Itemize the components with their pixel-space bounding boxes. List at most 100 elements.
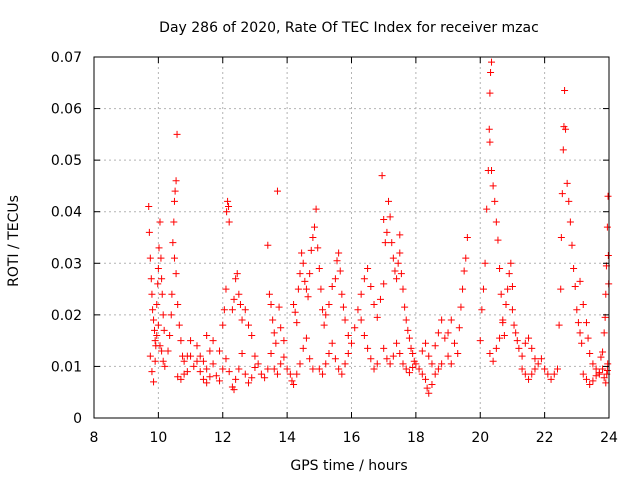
data-point-marker: [307, 246, 315, 254]
data-point-marker: [568, 241, 576, 249]
data-point-marker: [293, 370, 301, 378]
data-point-marker: [203, 365, 211, 373]
data-point-marker: [310, 223, 318, 231]
data-point-marker: [302, 334, 310, 342]
data-point-marker: [299, 344, 307, 352]
data-point-marker: [602, 290, 610, 298]
data-point-marker: [386, 360, 394, 368]
data-point-marker: [273, 187, 281, 195]
data-point-marker: [251, 352, 259, 360]
data-point-marker: [561, 87, 569, 95]
data-point-marker: [265, 290, 273, 298]
data-point-marker: [275, 303, 283, 311]
data-point-marker: [203, 331, 211, 339]
data-point-marker: [341, 360, 349, 368]
data-point-marker: [320, 321, 328, 329]
data-point-marker: [251, 363, 259, 371]
data-point-marker: [177, 337, 185, 345]
data-point-marker: [389, 352, 397, 360]
data-point-marker: [599, 365, 607, 373]
data-point-marker: [496, 334, 504, 342]
data-point-marker: [544, 370, 552, 378]
data-point-marker: [479, 285, 487, 293]
data-point-marker: [512, 329, 520, 337]
data-point-marker: [444, 329, 452, 337]
data-point-marker: [145, 203, 153, 211]
data-point-marker: [277, 360, 285, 368]
data-point-marker: [586, 350, 594, 358]
data-point-marker: [376, 295, 384, 303]
axis-ticks: 8 10 12 14 16 18 20 22 24 0 0.01 0.02 0.03 0.04 0.05 0.…: [51, 50, 618, 446]
data-point-marker: [291, 308, 299, 316]
data-point-marker: [428, 380, 436, 388]
x-tick-label: 16: [343, 430, 361, 446]
data-point-marker: [306, 270, 314, 278]
data-point-marker: [488, 58, 496, 66]
data-point-marker: [370, 365, 378, 373]
data-point-marker: [145, 228, 153, 236]
data-point-marker: [409, 363, 417, 371]
data-point-marker: [294, 285, 302, 293]
data-point-marker: [187, 337, 195, 345]
data-point-marker: [562, 125, 570, 133]
data-point-marker: [212, 372, 220, 380]
data-point-marker: [306, 355, 314, 363]
data-point-marker: [396, 249, 404, 257]
data-point-marker: [238, 316, 246, 324]
data-point-marker: [541, 365, 549, 373]
data-point-marker: [566, 218, 574, 226]
data-point-marker: [364, 264, 372, 272]
data-point-marker: [600, 329, 608, 337]
data-point-marker: [154, 280, 162, 288]
data-point-marker: [153, 301, 161, 309]
data-point-marker: [235, 365, 243, 373]
data-point-marker: [254, 360, 262, 368]
data-point-marker: [290, 301, 298, 309]
data-point-marker: [373, 313, 381, 321]
data-point-marker: [380, 280, 388, 288]
y-tick-label: 0.07: [51, 50, 82, 66]
data-point-marker: [280, 353, 288, 361]
data-point-marker: [604, 192, 612, 200]
data-point-marker: [172, 270, 180, 278]
data-point-marker: [554, 365, 561, 373]
data-point-marker: [264, 365, 272, 373]
data-point-marker: [558, 190, 566, 198]
data-point-marker: [492, 344, 500, 352]
data-point-marker: [196, 352, 204, 360]
data-point-marker: [206, 347, 214, 355]
data-point-marker: [156, 218, 164, 226]
data-point-marker: [241, 306, 249, 314]
data-point-marker: [322, 311, 330, 319]
data-point-marker: [238, 350, 246, 358]
data-point-marker: [401, 303, 409, 311]
data-point-marker: [257, 370, 265, 378]
data-point-marker: [148, 290, 156, 298]
data-point-marker: [190, 362, 198, 370]
data-point-marker: [486, 138, 494, 146]
data-point-marker: [396, 350, 404, 358]
y-tick-label: 0.06: [51, 102, 82, 118]
data-point-marker: [425, 389, 433, 397]
data-point-marker: [487, 68, 495, 76]
data-point-marker: [223, 208, 231, 216]
data-point-marker: [492, 218, 500, 226]
data-point-marker: [602, 379, 610, 387]
data-point-marker: [603, 367, 611, 375]
data-point-marker: [339, 303, 347, 311]
data-point-marker: [148, 368, 156, 376]
data-point-marker: [573, 306, 581, 314]
data-point-marker: [478, 306, 486, 314]
data-point-marker: [557, 234, 565, 241]
data-point-marker: [203, 379, 211, 387]
data-point-marker: [381, 239, 389, 247]
data-point-marker: [154, 321, 162, 329]
data-point-marker: [331, 355, 339, 363]
data-point-marker: [489, 182, 497, 190]
data-point-marker: [245, 321, 252, 329]
data-point-marker: [513, 337, 521, 345]
data-point-marker: [463, 234, 471, 241]
data-point-marker: [225, 368, 233, 376]
data-point-marker: [370, 301, 378, 309]
data-point-marker: [405, 334, 413, 342]
